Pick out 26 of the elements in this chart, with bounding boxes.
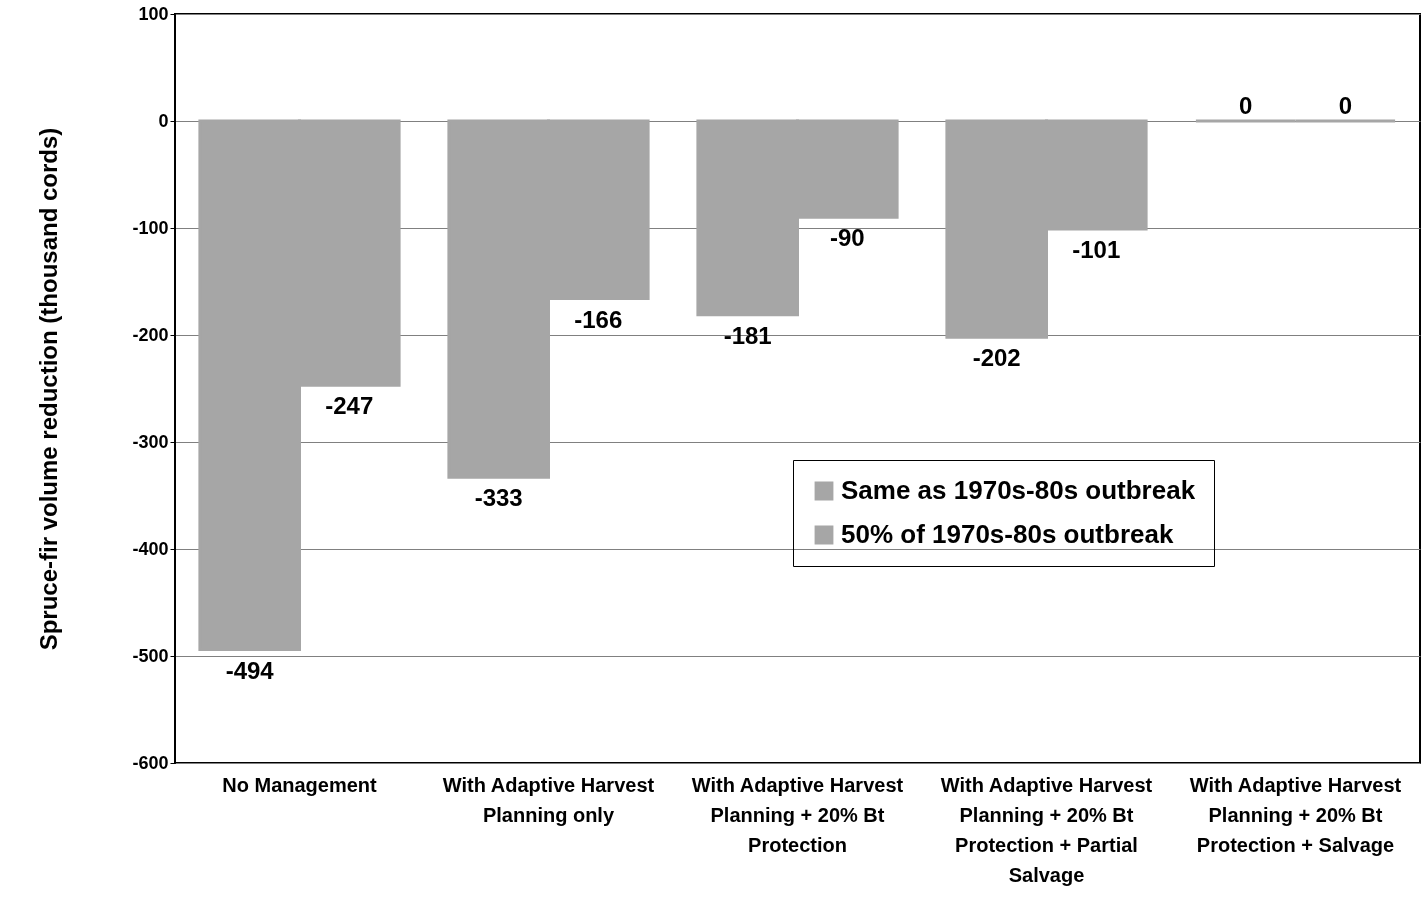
data-label: -181 <box>723 321 772 349</box>
data-label: -333 <box>474 484 523 512</box>
y-tick-label: 0 <box>158 110 169 131</box>
legend-label: Same as 1970s-80s outbreak <box>841 475 1196 505</box>
y-tick-label: -300 <box>132 431 169 452</box>
y-tick-label: -500 <box>132 645 169 666</box>
data-label: -90 <box>829 224 865 252</box>
y-tick-label: -200 <box>132 324 169 345</box>
data-label: -494 <box>225 656 275 684</box>
data-label: -166 <box>574 305 623 333</box>
y-axis-title: Spruce-fir volume reduction (thousand cords) <box>35 127 63 651</box>
data-label: -101 <box>1072 236 1121 264</box>
legend-label: 50% of 1970s-80s outbreak <box>841 519 1174 549</box>
y-tick-label: -600 <box>132 752 169 773</box>
data-label: 0 <box>1338 92 1352 119</box>
data-label: -247 <box>325 392 374 420</box>
y-tick-label: -100 <box>132 217 169 238</box>
x-tick-label: With Adaptive Harvest Planning + 20% Bt Protection + Salvage <box>1189 773 1402 856</box>
y-tick-label: -400 <box>132 538 169 559</box>
x-tick-label: With Adaptive Harvest Planning + 20% Bt Protection + Partial Salvage <box>940 773 1153 886</box>
x-tick-label: No Management <box>222 773 378 796</box>
x-tick-label: With Adaptive Harvest Planning + 20% Bt Protection <box>691 773 904 856</box>
data-label: 0 <box>1239 92 1253 119</box>
x-tick-label: With Adaptive Harvest Planning only <box>442 773 655 826</box>
data-label: -202 <box>972 344 1021 372</box>
y-tick-label: 100 <box>138 3 169 24</box>
